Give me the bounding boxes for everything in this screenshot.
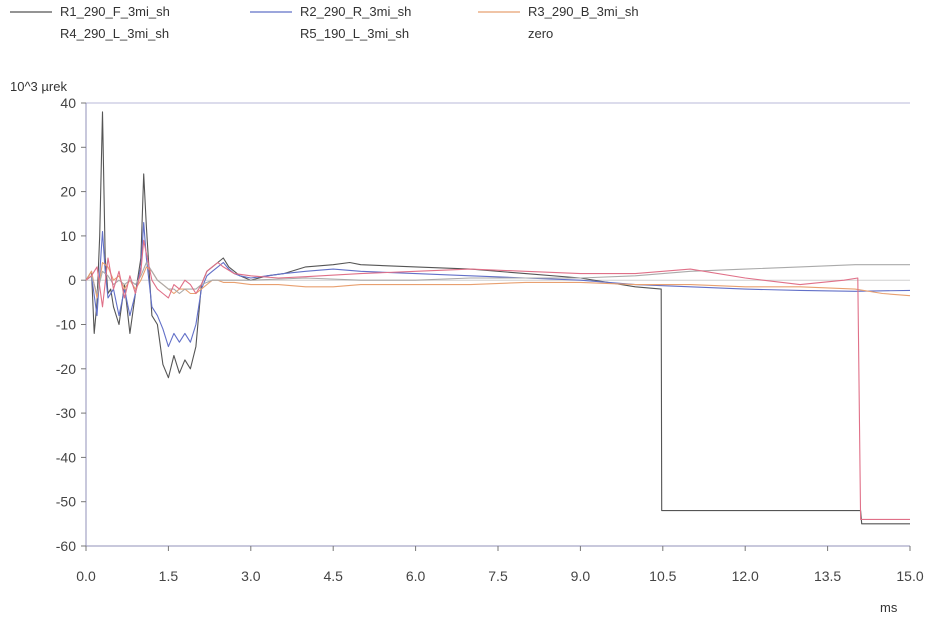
x-axis-label: ms bbox=[880, 600, 898, 615]
legend-label: R5_190_L_3mi_sh bbox=[300, 26, 409, 41]
y-tick-label: 30 bbox=[60, 139, 76, 155]
y-tick-label: -40 bbox=[56, 449, 76, 465]
series-line-r2-290-r-3mi-sh bbox=[85, 222, 911, 348]
series-line-r5-190-l-3mi-sh bbox=[85, 239, 910, 520]
legend-label: R3_290_B_3mi_sh bbox=[528, 4, 639, 19]
y-tick-label: 0 bbox=[68, 272, 76, 288]
x-tick-label: 0.0 bbox=[76, 568, 96, 584]
series-line-r4-290-l-3mi-sh bbox=[85, 261, 910, 295]
y-tick-label: -30 bbox=[56, 405, 76, 421]
y-tick-label: -60 bbox=[56, 538, 76, 554]
legend-label: R2_290_R_3mi_sh bbox=[300, 4, 411, 19]
x-tick-label: 4.5 bbox=[323, 568, 343, 584]
x-tick-label: 13.5 bbox=[814, 568, 841, 584]
x-tick-label: 7.5 bbox=[488, 568, 508, 584]
y-axis-label: 10^3 µrek bbox=[10, 79, 67, 94]
x-tick-label: 15.0 bbox=[896, 568, 923, 584]
x-axis-ticks: 0.0 1.5 3.0 4.5 6.0 7.5 9.0 10.5 12.0 13.5 15.0 bbox=[76, 546, 924, 584]
series-line-r3-290-b-3mi-sh bbox=[85, 261, 911, 299]
y-tick-label: 20 bbox=[60, 184, 76, 200]
y-tick-label: 40 bbox=[60, 95, 76, 111]
y-tick-label: -20 bbox=[56, 361, 76, 377]
series-lines bbox=[85, 111, 911, 525]
x-tick-label: 9.0 bbox=[571, 568, 591, 584]
x-tick-label: 1.5 bbox=[159, 568, 179, 584]
y-tick-label: -50 bbox=[56, 494, 76, 510]
legend-label: zero bbox=[528, 26, 553, 41]
x-tick-label: 10.5 bbox=[649, 568, 676, 584]
legend: R1_290_F_3mi_sh R2_290_R_3mi_sh R3_290_B_3… bbox=[10, 4, 639, 41]
x-tick-label: 12.0 bbox=[732, 568, 759, 584]
legend-label: R4_290_L_3mi_sh bbox=[60, 26, 169, 41]
x-tick-label: 3.0 bbox=[241, 568, 261, 584]
plot-area bbox=[85, 102, 910, 547]
legend-label: R1_290_F_3mi_sh bbox=[60, 4, 170, 19]
y-tick-label: 10 bbox=[60, 228, 76, 244]
series-line-r1-290-f-3mi-sh bbox=[85, 111, 910, 525]
y-axis-ticks: 40 30 20 10 0 -10 -20 -30 -40 -50 -60 bbox=[56, 95, 86, 554]
x-tick-label: 6.0 bbox=[406, 568, 426, 584]
y-tick-label: -10 bbox=[56, 317, 76, 333]
